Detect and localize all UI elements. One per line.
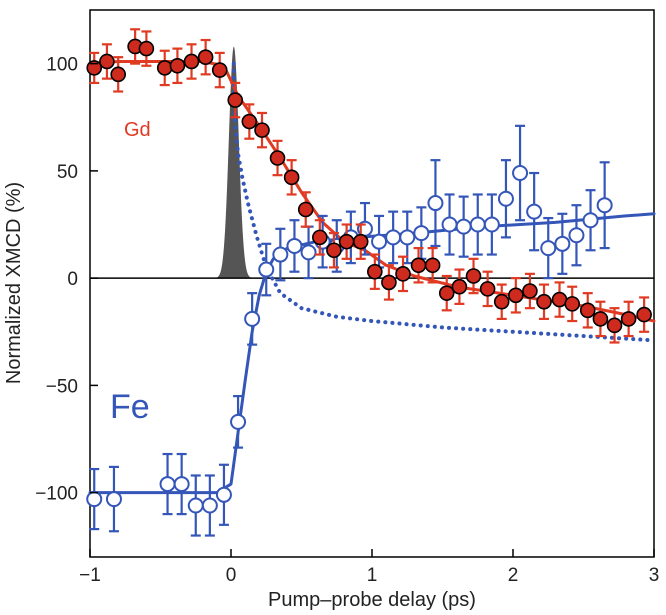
data-point-gd [451, 278, 468, 295]
data-point-fe [272, 246, 289, 263]
data-point-gd [551, 291, 568, 308]
data-point-gd [367, 263, 383, 280]
data-point-gd [465, 268, 482, 284]
data-point-fe [441, 216, 458, 233]
data-point-gd [169, 57, 186, 74]
data-point-fe [371, 233, 388, 250]
data-point-fe [300, 244, 317, 261]
y-tick-label: −100 [35, 484, 78, 505]
data-point-fe [159, 476, 176, 493]
data-point-gd [592, 311, 609, 327]
data-point-fe [173, 476, 190, 493]
data-point-gd [326, 242, 342, 259]
data-point-gd [424, 257, 441, 274]
data-point-fe [582, 212, 599, 229]
data-point-fe [568, 227, 585, 244]
data-point-gd [254, 122, 270, 138]
y-tick-label: −50 [46, 376, 78, 397]
data-point-gd [211, 62, 228, 78]
data-point-fe [526, 203, 543, 220]
data-point-fe [497, 190, 514, 207]
data-point-fe [385, 229, 402, 246]
data-point-fe [455, 218, 472, 235]
pump-pulse [214, 46, 254, 279]
data-point-gd [620, 311, 637, 327]
data-point-fe [540, 240, 557, 257]
data-point-fe [427, 195, 444, 212]
x-tick-label: 2 [508, 565, 519, 586]
pump-pulse-layer [214, 46, 254, 279]
data-point-gd [606, 317, 623, 334]
y-axis-title: Normalized XMCD (%) [3, 182, 25, 384]
data-point-gd [395, 266, 411, 282]
y-tick-label: 0 [67, 269, 78, 290]
series-label-fe: Fe [110, 388, 150, 426]
data-point-fe [413, 225, 430, 242]
data-point-fe [187, 497, 204, 514]
data-point-gd [438, 285, 455, 301]
data-point-fe [483, 216, 500, 233]
x-axis-title: Pump–probe delay (ps) [268, 589, 476, 611]
data-point-fe [201, 497, 218, 514]
data-point-gd [312, 229, 328, 246]
data-point-gd [636, 306, 652, 323]
x-tick-label: −1 [79, 565, 101, 586]
data-point-gd [227, 92, 244, 108]
data-point-gd [536, 293, 552, 310]
data-point-fe [399, 229, 416, 246]
plot-frame [89, 9, 655, 558]
data-point-gd [522, 283, 538, 299]
data-point-fe [286, 237, 303, 254]
x-tick-label: 1 [367, 565, 378, 586]
data-point-gd [241, 113, 258, 130]
data-point-gd [86, 60, 103, 76]
data-point-gd [197, 49, 214, 65]
y-tick-label: 50 [57, 162, 78, 183]
data-point-gd [564, 296, 581, 312]
data-point-fe [86, 491, 103, 508]
x-tick-label: 3 [649, 565, 660, 586]
series-label-gd: Gd [124, 119, 151, 141]
fit-line-fe-dotted [231, 61, 656, 343]
data-point-gd [579, 302, 596, 319]
data-point-gd [338, 233, 355, 250]
data-point-fe [258, 261, 275, 278]
data-point-fe [215, 486, 232, 503]
data-point-fe [105, 491, 122, 508]
data-point-fe [512, 165, 529, 182]
data-point-gd [297, 201, 314, 218]
data-point-gd [479, 281, 496, 297]
data-point-gd [183, 53, 200, 70]
fit-line-gd [88, 59, 656, 323]
data-point-fe [596, 197, 613, 214]
data-point-gd [138, 40, 155, 57]
data-point-gd [410, 257, 427, 274]
data-point-gd [381, 274, 397, 291]
data-point-gd [156, 60, 173, 76]
data-point-gd [508, 287, 524, 304]
data-points [86, 28, 652, 537]
data-point-gd [269, 150, 286, 166]
data-point-gd [99, 53, 115, 70]
data-point-fe [554, 235, 571, 252]
data-point-gd [352, 233, 369, 250]
data-point-gd [283, 169, 300, 186]
data-point-fe [244, 310, 261, 327]
data-point-fe [469, 216, 486, 233]
axis-ticks: −1 0 1 2 3 100 50 0 −50 −100 [35, 55, 659, 586]
data-point-gd [110, 66, 126, 83]
data-point-fe [230, 413, 247, 430]
y-tick-label: 100 [46, 55, 78, 76]
data-point-gd [493, 293, 510, 310]
x-tick-label: 0 [226, 565, 237, 586]
